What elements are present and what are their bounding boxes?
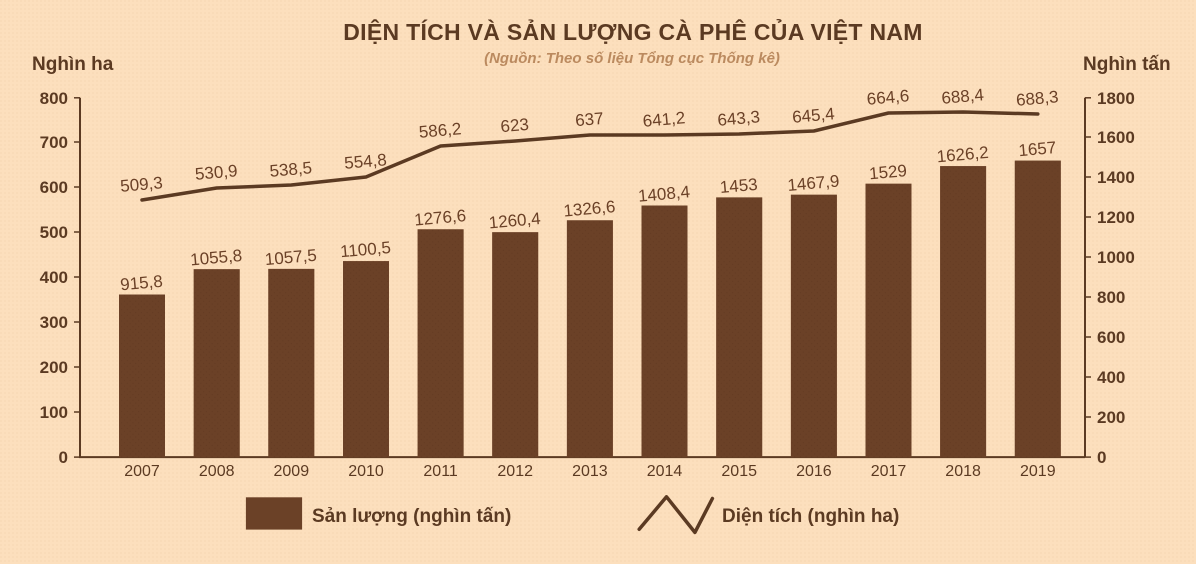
svg-text:Diện tích (nghìn ha): Diện tích (nghìn ha)	[722, 506, 899, 527]
svg-text:688,3: 688,3	[1015, 87, 1059, 110]
svg-text:586,2: 586,2	[418, 119, 462, 142]
svg-text:0: 0	[59, 448, 68, 467]
svg-text:915,8: 915,8	[120, 272, 164, 295]
svg-text:1467,9: 1467,9	[787, 171, 840, 194]
svg-text:400: 400	[1097, 368, 1125, 387]
svg-text:2013: 2013	[572, 463, 608, 480]
svg-text:1529: 1529	[868, 161, 907, 183]
svg-text:1200: 1200	[1097, 208, 1135, 227]
svg-text:2016: 2016	[796, 463, 832, 480]
svg-text:1453: 1453	[719, 175, 758, 197]
svg-text:0: 0	[1097, 448, 1106, 467]
svg-text:643,3: 643,3	[717, 107, 761, 130]
svg-text:2011: 2011	[423, 463, 458, 480]
svg-text:1800: 1800	[1097, 89, 1135, 108]
svg-text:1400: 1400	[1097, 168, 1135, 187]
svg-text:200: 200	[40, 358, 68, 377]
svg-text:500: 500	[40, 223, 68, 242]
svg-text:800: 800	[40, 89, 68, 108]
svg-text:400: 400	[40, 268, 68, 287]
svg-text:538,5: 538,5	[269, 158, 313, 181]
svg-text:1100,5: 1100,5	[339, 238, 391, 261]
svg-text:2014: 2014	[647, 463, 683, 480]
svg-text:300: 300	[40, 313, 68, 332]
svg-text:637: 637	[574, 109, 604, 130]
svg-text:530,9: 530,9	[194, 161, 238, 184]
svg-text:509,3: 509,3	[120, 173, 164, 196]
svg-text:1326,6: 1326,6	[563, 197, 616, 220]
svg-text:700: 700	[40, 133, 68, 152]
svg-text:2007: 2007	[124, 463, 160, 480]
svg-text:1600: 1600	[1097, 128, 1135, 147]
svg-text:664,6: 664,6	[866, 86, 910, 109]
svg-text:Sản lượng (nghìn tấn): Sản lượng (nghìn tấn)	[312, 506, 511, 527]
svg-text:2015: 2015	[721, 463, 757, 480]
svg-text:1055,8: 1055,8	[189, 246, 242, 269]
svg-text:200: 200	[1097, 408, 1125, 427]
svg-text:800: 800	[1097, 288, 1125, 307]
svg-text:554,8: 554,8	[344, 150, 388, 173]
svg-text:2012: 2012	[497, 463, 533, 480]
svg-text:1260,4: 1260,4	[488, 209, 541, 232]
svg-text:641,2: 641,2	[642, 108, 686, 131]
svg-text:1276,6: 1276,6	[413, 206, 466, 229]
svg-text:2010: 2010	[348, 463, 384, 480]
svg-text:623: 623	[500, 115, 530, 136]
svg-text:600: 600	[1097, 328, 1125, 347]
svg-text:1000: 1000	[1097, 248, 1135, 267]
svg-text:600: 600	[40, 178, 68, 197]
svg-text:2018: 2018	[945, 463, 981, 480]
svg-text:1057,5: 1057,5	[264, 246, 317, 269]
svg-text:1657: 1657	[1018, 138, 1057, 160]
svg-text:2019: 2019	[1020, 463, 1056, 480]
svg-text:1626,2: 1626,2	[936, 143, 989, 166]
svg-text:688,4: 688,4	[941, 85, 985, 108]
svg-text:100: 100	[40, 403, 68, 422]
svg-text:1408,4: 1408,4	[637, 182, 690, 205]
svg-text:2009: 2009	[274, 463, 310, 480]
svg-text:2017: 2017	[871, 463, 907, 480]
svg-text:2008: 2008	[199, 463, 235, 480]
svg-text:645,4: 645,4	[791, 104, 835, 127]
